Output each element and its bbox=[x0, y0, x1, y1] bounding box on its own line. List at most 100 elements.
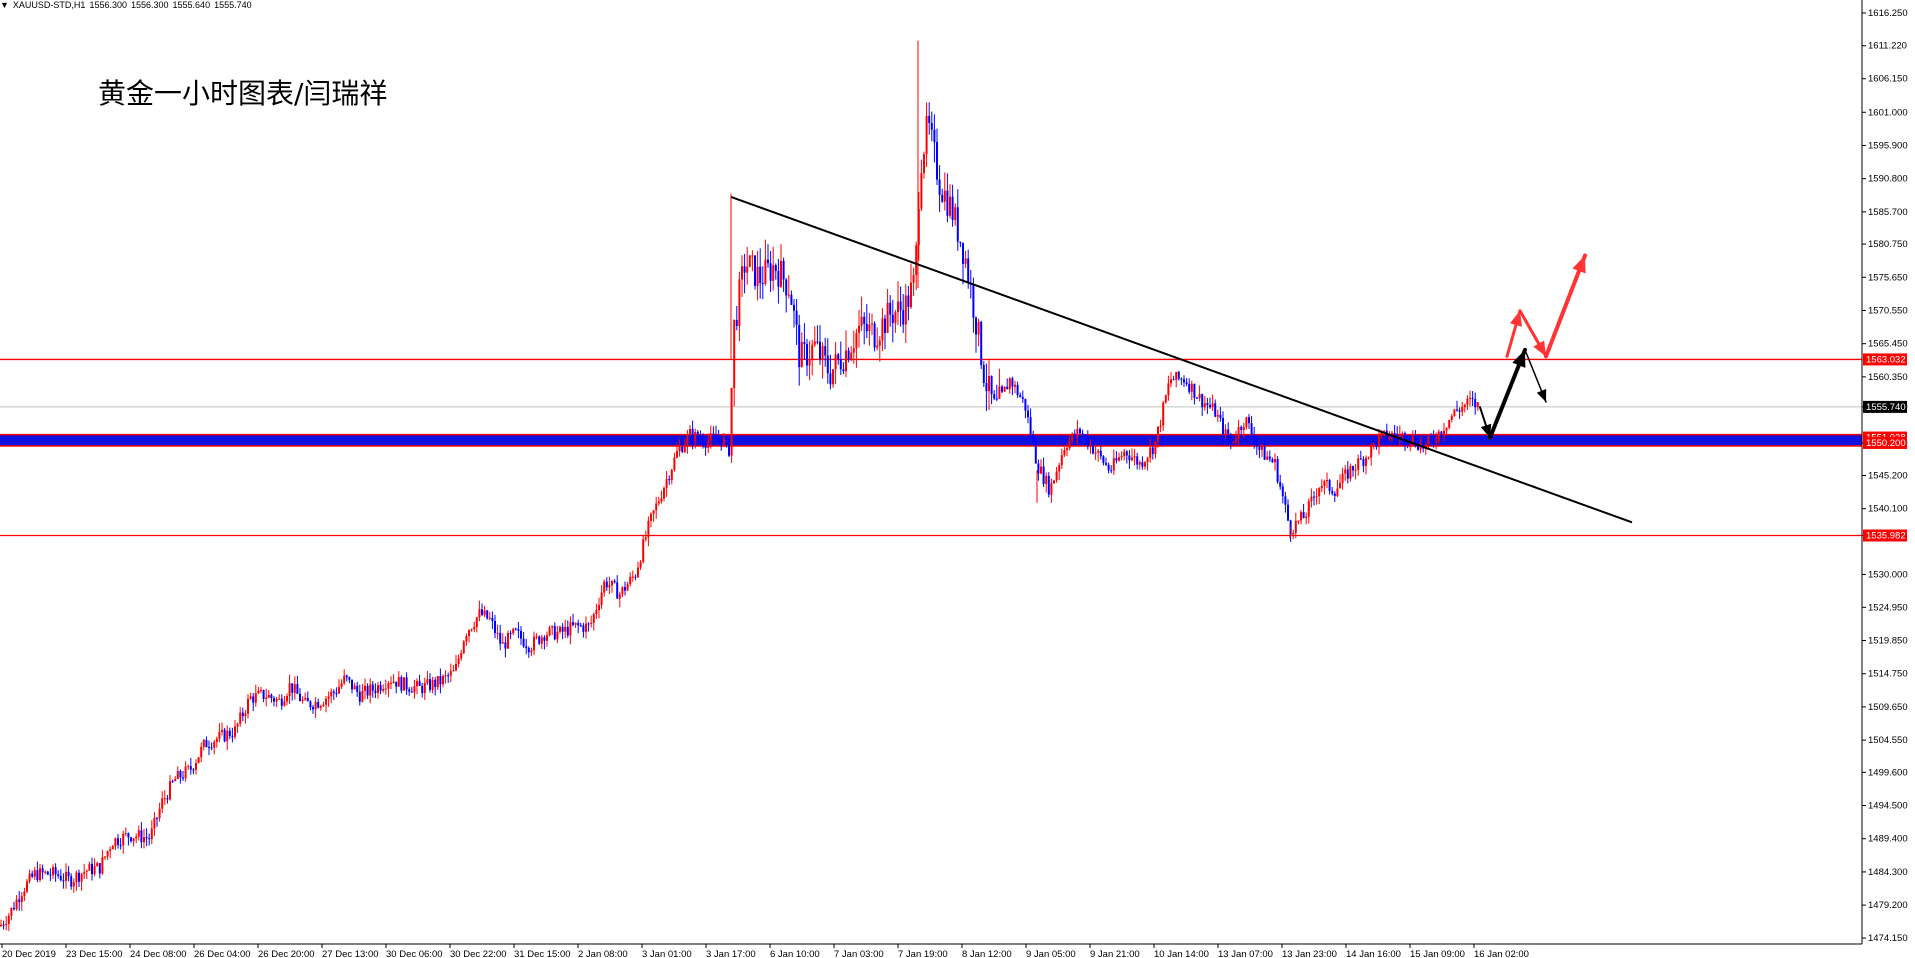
candle-body bbox=[582, 625, 585, 632]
candle-body bbox=[936, 142, 938, 180]
candle-body bbox=[1292, 532, 1295, 535]
candle-body bbox=[132, 838, 135, 842]
candle-body bbox=[221, 729, 223, 732]
candle-body bbox=[1183, 379, 1185, 383]
candle-body bbox=[863, 316, 866, 324]
candle-body bbox=[691, 428, 694, 442]
candle-body bbox=[371, 684, 374, 691]
candle-body bbox=[7, 915, 10, 925]
candle-body bbox=[156, 817, 158, 819]
candle-body bbox=[231, 736, 234, 738]
candle-body bbox=[1167, 383, 1170, 396]
candle-body bbox=[309, 701, 312, 708]
candle-body bbox=[782, 260, 785, 280]
candle-body bbox=[1177, 371, 1180, 379]
candle-body bbox=[616, 582, 619, 599]
candle-body bbox=[1248, 417, 1250, 424]
x-tick-label: 26 Dec 20:00 bbox=[258, 949, 315, 958]
candle-body bbox=[137, 830, 140, 837]
candle-body bbox=[478, 609, 481, 618]
candle-body bbox=[1193, 383, 1196, 398]
candle-body bbox=[234, 726, 236, 737]
candle-body bbox=[280, 698, 283, 706]
candle-body bbox=[1266, 456, 1269, 460]
candle-body bbox=[681, 446, 684, 452]
candle-body bbox=[673, 457, 676, 470]
candle-body bbox=[205, 739, 208, 748]
candle-body bbox=[1047, 475, 1050, 495]
candle-body bbox=[252, 696, 255, 703]
candle-body bbox=[304, 698, 307, 700]
candle-body bbox=[1401, 433, 1404, 435]
candle-body bbox=[488, 617, 491, 619]
candle-body bbox=[1131, 457, 1133, 461]
candle-body bbox=[1068, 440, 1071, 449]
candle-body bbox=[761, 283, 764, 285]
candle-body bbox=[514, 628, 517, 630]
candle-body bbox=[790, 294, 793, 305]
candle-body bbox=[803, 342, 806, 344]
candle-body bbox=[1196, 397, 1198, 399]
projection-arrow-red-head bbox=[1572, 255, 1586, 274]
candle-body bbox=[621, 587, 624, 595]
candle-body bbox=[1001, 386, 1003, 392]
candle-body bbox=[72, 882, 75, 887]
candle-body bbox=[127, 833, 130, 838]
candle-body bbox=[590, 622, 593, 624]
candle-body bbox=[707, 440, 710, 448]
y-tick-label: 1616.250 bbox=[1868, 8, 1908, 19]
candle-body bbox=[1019, 395, 1022, 398]
symbol-label: XAUUSD-STD,H1 bbox=[12, 0, 86, 10]
candle-body bbox=[587, 623, 590, 625]
time-axis: 20 Dec 2019 23 Dec 15:00 24 Dec 08:00 26 De… bbox=[0, 943, 1862, 958]
candle-body bbox=[223, 729, 226, 742]
candle-body bbox=[460, 652, 463, 659]
candle-body bbox=[644, 537, 647, 540]
candle-body bbox=[595, 610, 598, 615]
x-tick-label: 3 Jan 01:00 bbox=[642, 949, 692, 958]
candle-body bbox=[715, 434, 717, 439]
candle-body bbox=[553, 626, 556, 640]
candle-body bbox=[423, 683, 426, 694]
candle-body bbox=[787, 294, 790, 296]
y-tick-label: 1570.550 bbox=[1868, 305, 1908, 316]
candle-body bbox=[1424, 444, 1427, 449]
candle-body bbox=[410, 691, 413, 693]
y-tick-label: 1474.150 bbox=[1868, 933, 1908, 944]
candle-body bbox=[1079, 428, 1081, 434]
candle-body bbox=[1274, 459, 1276, 463]
x-tick-label: 24 Dec 08:00 bbox=[130, 949, 187, 958]
candle-body bbox=[559, 626, 561, 632]
candle-body bbox=[405, 677, 408, 690]
candle-body bbox=[319, 706, 322, 708]
candle-body bbox=[413, 686, 416, 693]
y-tick-label: 1519.850 bbox=[1868, 636, 1908, 647]
candle-body bbox=[444, 675, 447, 677]
y-tick-label: 1595.900 bbox=[1868, 140, 1908, 151]
band-price-label-bg bbox=[1863, 436, 1907, 449]
candle-body bbox=[215, 738, 218, 742]
candle-body bbox=[629, 576, 632, 585]
menu-chevron-icon[interactable]: ▼ bbox=[0, 0, 9, 10]
candle-body bbox=[694, 432, 697, 442]
candle-body bbox=[184, 766, 187, 779]
candle-body bbox=[964, 258, 967, 264]
candle-body bbox=[452, 670, 455, 672]
candle-body bbox=[527, 648, 530, 653]
candle-body bbox=[59, 875, 62, 881]
candle-body bbox=[392, 681, 395, 683]
candle-body bbox=[265, 697, 268, 699]
candle-body bbox=[1229, 439, 1232, 443]
candle-body bbox=[0, 924, 2, 926]
candle-body bbox=[169, 781, 171, 800]
candle-body bbox=[951, 196, 954, 221]
candle-body bbox=[1435, 441, 1438, 443]
candle-body bbox=[257, 690, 260, 694]
candle-body bbox=[1034, 442, 1037, 464]
candle-body bbox=[208, 747, 210, 749]
candle-body bbox=[395, 681, 398, 687]
candle-body bbox=[83, 871, 86, 874]
candle-body bbox=[457, 658, 460, 664]
candle-body bbox=[1237, 426, 1240, 439]
